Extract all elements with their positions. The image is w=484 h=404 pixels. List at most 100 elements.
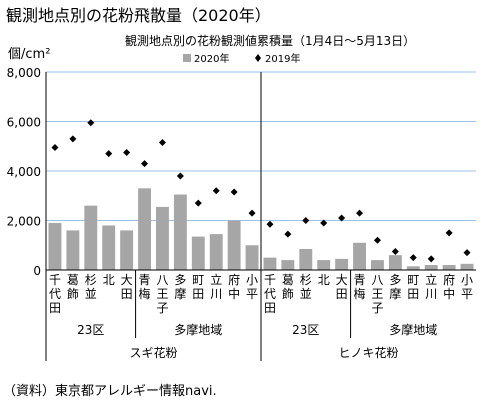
category-label-char: 摩 [174,286,186,301]
category-label-char: 府 [443,272,455,287]
category-label-char: 子 [371,301,383,315]
pollen-group-label: ヒノキ花粉 [338,345,398,360]
category-label-char: 子 [156,301,168,315]
marker [212,187,220,195]
category-label-char: 小 [246,273,258,287]
bar [460,263,474,270]
bar [66,230,80,270]
category-label-char: 田 [336,287,348,301]
source-note: （資料）東京都アレルギー情報navi. [3,384,217,399]
legend: 2020年 2019年 [183,52,300,65]
category-label-char: 田 [407,287,419,301]
y-axis-ticks: 0 2,000 4,000 6,000 8,000 [7,66,41,278]
bar [84,205,98,270]
legend-bar-swatch [183,54,191,62]
category-label-char: 川 [210,287,222,301]
category-label-char: 梅 [354,286,366,301]
category-label-char: 葛 [67,273,79,287]
category-label-char: 小 [461,273,473,287]
bar [209,234,223,270]
category-label-char: 並 [300,287,312,301]
page-title: 観測地点別の花粉飛散量（2020年） [6,6,271,25]
legend-marker-swatch [255,54,261,62]
category-label-char: 八 [156,273,168,287]
category-label-char: 田 [121,287,133,301]
bar [227,220,241,270]
category-label-char: 平 [461,287,473,301]
marker [338,214,346,222]
category-label-char: 田 [192,287,204,301]
chart-title: 観測地点別の花粉観測値累積量（1月4日〜5月13日） [125,33,415,48]
bar [424,265,438,270]
category-label-char: 田 [49,301,61,315]
bar [156,206,169,270]
marker [105,150,113,158]
category-label-char: 代 [264,287,276,301]
markers-2019 [51,119,471,263]
bar [263,257,277,270]
marker [266,220,274,228]
legend-marker-label: 2019年 [265,52,300,65]
category-label-char: 立 [425,272,437,287]
marker [158,139,166,147]
legend-bar-label: 2020年 [194,52,229,65]
bar [173,194,187,270]
y-tick-label: 8,000 [7,66,41,80]
region-group-label: 23区 [292,323,319,337]
marker [51,143,59,151]
marker [141,160,149,168]
bar [245,245,259,270]
category-label-char: 摩 [389,286,401,301]
marker [373,236,381,244]
category-label-char: 多 [174,273,186,287]
category-label-char: 北 [103,273,115,287]
category-label-char: 町 [192,273,204,287]
category-label-char: 王 [371,287,383,301]
category-label-char: 北 [318,273,330,287]
marker [302,217,310,224]
y-axis-label: 個/cm² [8,47,50,62]
category-label-char: 梅 [139,286,151,301]
category-label-char: 平 [246,287,258,301]
bar [102,225,116,270]
bar [48,222,62,270]
category-label-char: 田 [264,301,276,315]
category-label-char: 王 [156,287,168,301]
pollen-chart: 観測地点別の花粉観測値累積量（1月4日〜5月13日） 個/cm² 2020年 2… [7,33,476,361]
marker [248,209,256,217]
pollen-group-label: スギ花粉 [129,345,177,360]
category-label-char: 大 [121,273,133,287]
category-label-char: 杉 [85,273,97,287]
bar [442,265,456,270]
bar [388,255,402,270]
marker [445,229,453,237]
category-label-char: 千 [49,273,61,287]
axes [45,72,476,361]
marker [356,209,364,217]
region-group-label: 多摩地域 [174,322,222,337]
category-label-char: 青 [139,273,151,287]
category-label-char: 大 [336,273,348,287]
bar [406,266,420,270]
marker [69,135,77,143]
y-tick-label: 4,000 [7,165,41,179]
category-label-char: 葛 [282,273,294,287]
marker [463,249,471,257]
category-label-char: 飾 [282,287,294,301]
category-label-char: 多 [389,273,401,287]
y-tick-label: 2,000 [7,215,41,229]
marker [320,219,328,227]
marker [123,148,131,156]
category-label-char: 杉 [300,273,312,287]
bar [281,260,295,270]
marker [87,119,95,127]
marker [427,255,435,263]
bar [317,260,331,270]
bar [371,260,384,270]
marker [391,247,399,255]
region-group-label: 多摩地域 [389,322,437,337]
category-label-char: 飾 [67,287,79,301]
bar [335,258,349,270]
marker [176,172,184,180]
